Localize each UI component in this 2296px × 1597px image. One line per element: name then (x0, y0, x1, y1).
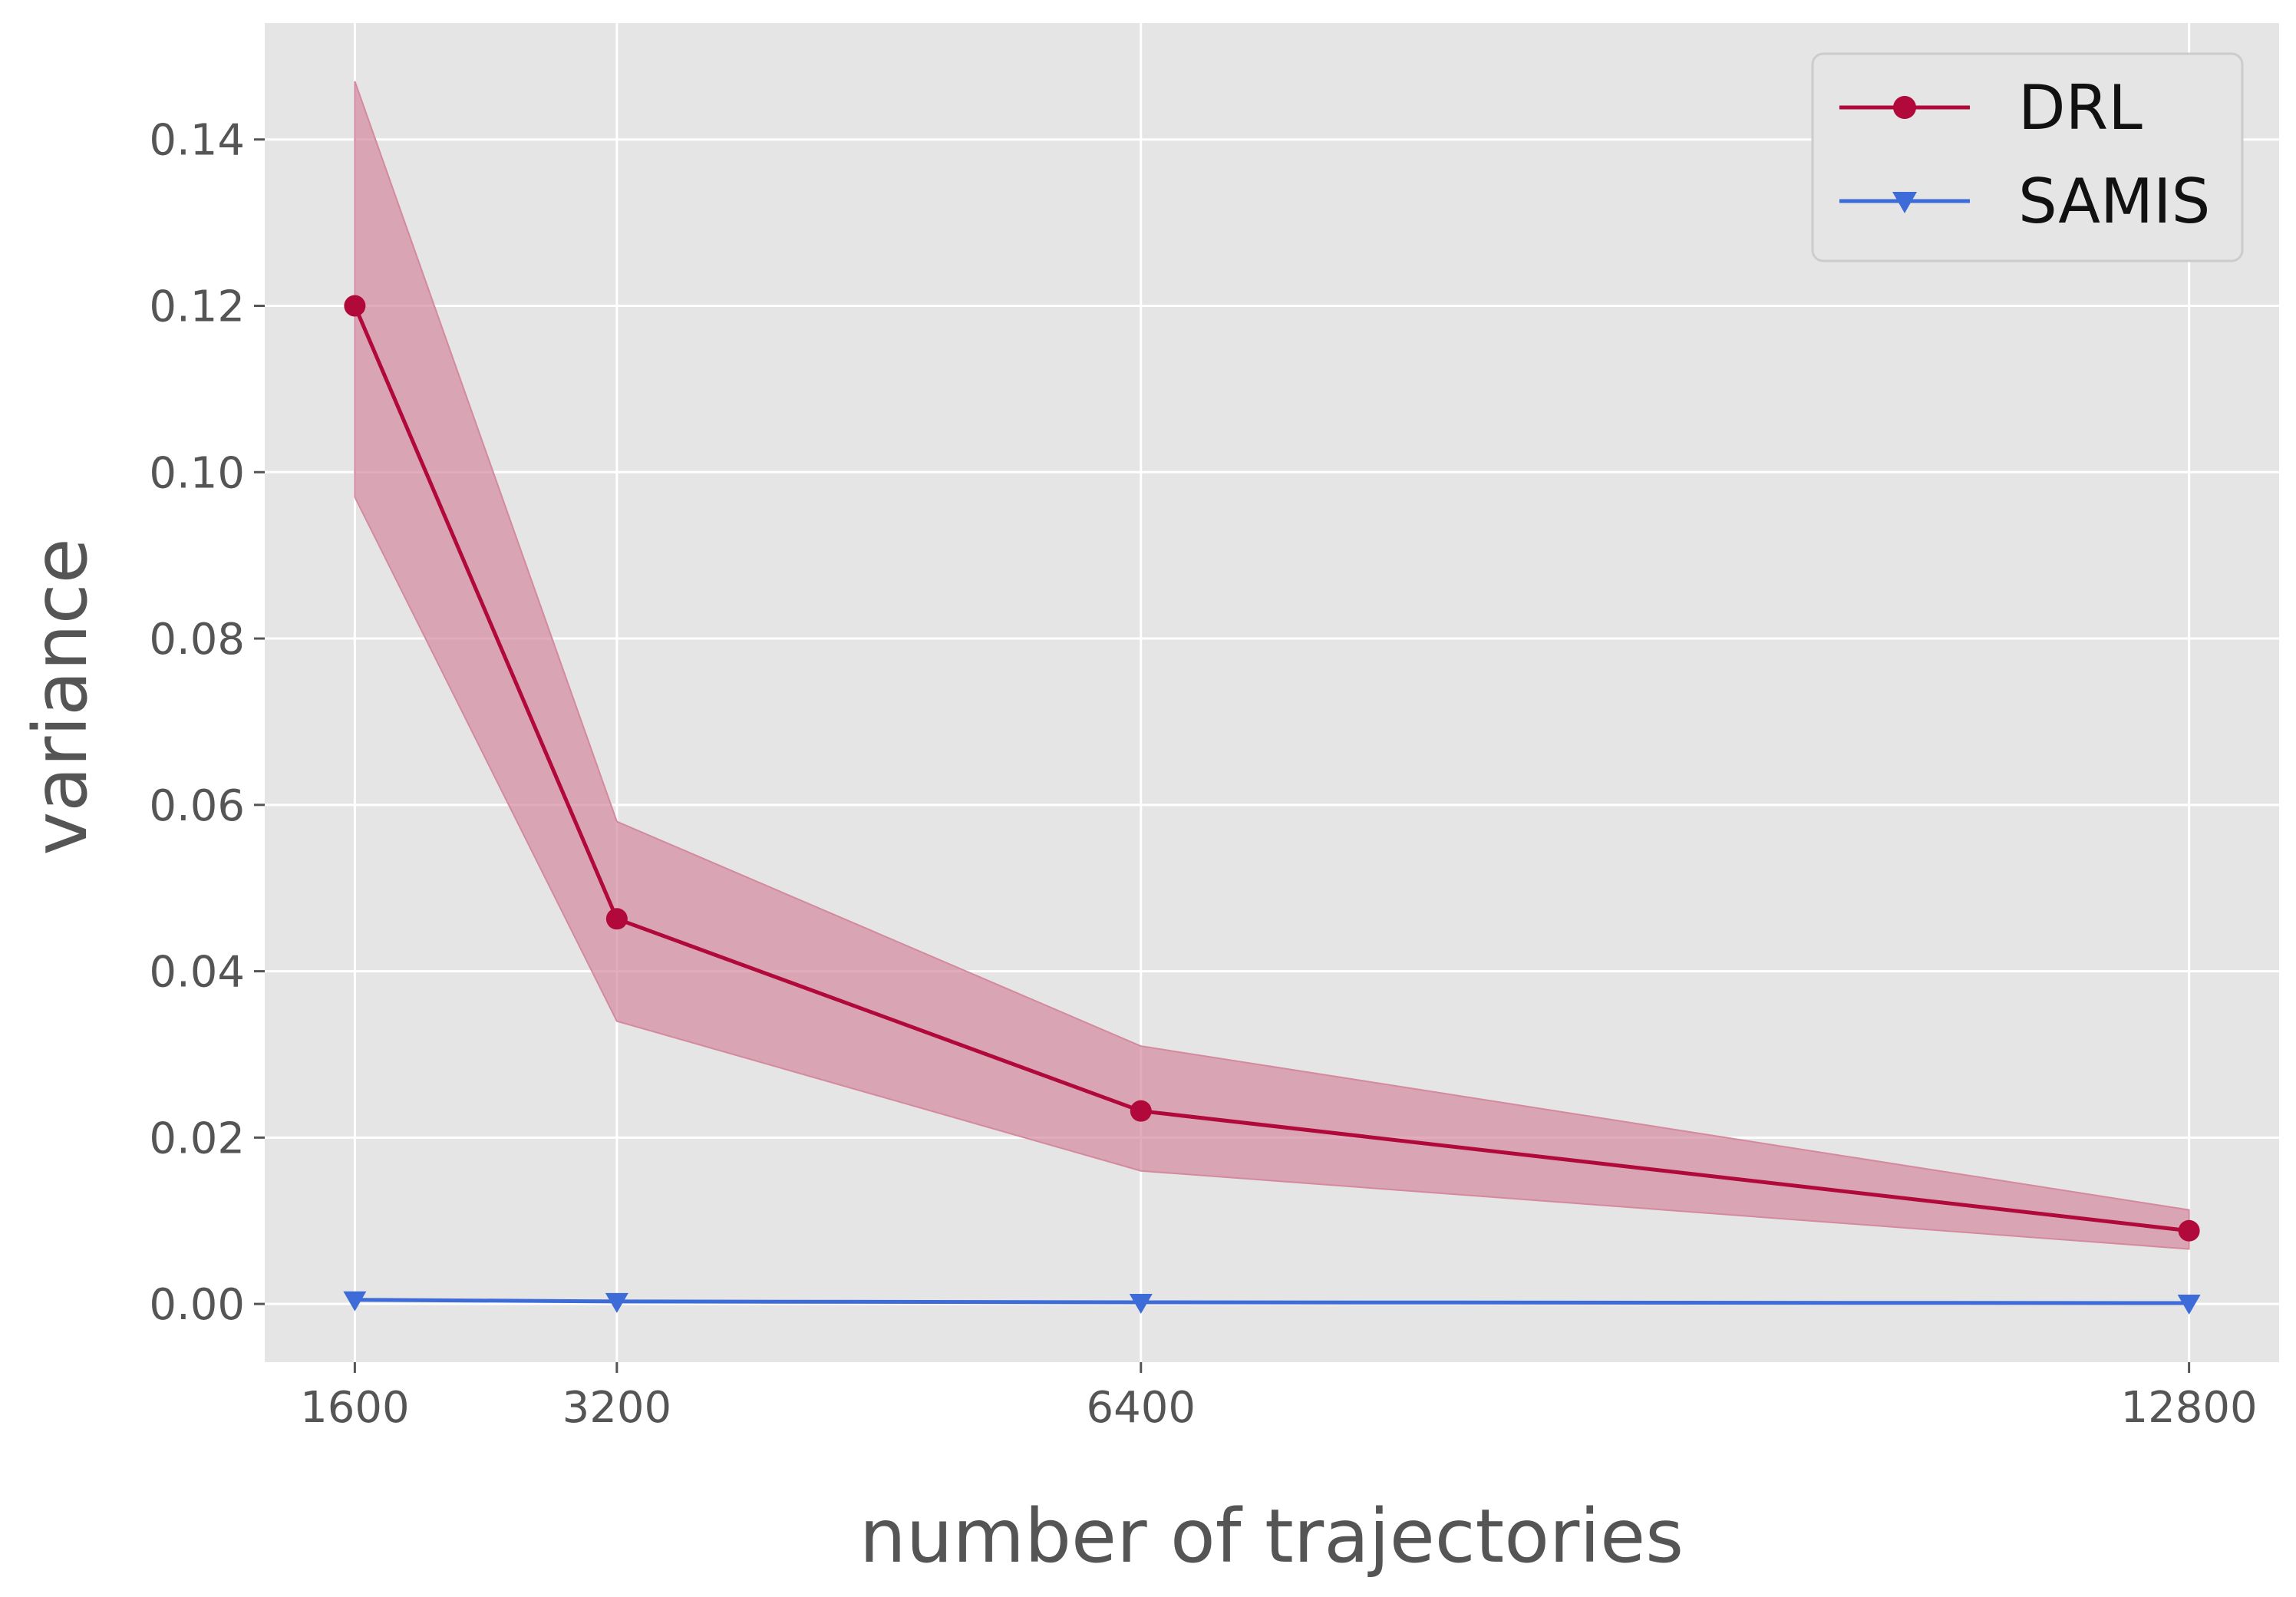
series-markers (343, 295, 2201, 1315)
point-drl (605, 908, 628, 930)
legend-marker-drl (1893, 96, 1916, 119)
y-axis-ticks: 0.00 0.02 0.04 0.06 0.08 0.10 0.12 0.14 (149, 116, 265, 1330)
point-samis (2177, 1295, 2201, 1315)
legend-marker-samis (1892, 192, 1917, 213)
line-drl (353, 305, 2189, 1233)
y-tick-label: 0.02 (149, 1114, 245, 1163)
point-samis (605, 1292, 628, 1313)
line-samis (355, 1298, 2189, 1305)
y-tick-label: 0.14 (149, 116, 245, 166)
x-tick-label: 3200 (562, 1383, 672, 1433)
series-lines (353, 305, 2189, 1305)
point-drl (1130, 1100, 1152, 1122)
y-tick-label: 0.06 (149, 781, 245, 831)
x-tick-label: 12800 (2121, 1383, 2258, 1433)
y-tick-label: 0.00 (149, 1280, 245, 1330)
y-tick-label: 0.04 (149, 948, 245, 998)
confidence-bands (354, 81, 2190, 1250)
y-tick-label: 0.10 (149, 448, 245, 498)
legend: DRL SAMIS (1811, 52, 2244, 262)
legend-label-samis: SAMIS (2018, 166, 2210, 237)
point-drl (344, 295, 366, 317)
x-axis-ticks: 1600 3200 6400 12800 (300, 1362, 2258, 1433)
point-samis (1129, 1293, 1153, 1314)
x-tick-label: 6400 (1087, 1383, 1196, 1433)
y-axis-label: variance (18, 538, 104, 855)
x-axis-label: number of trajectories (859, 1493, 1684, 1579)
y-tick-label: 0.12 (149, 282, 245, 332)
point-samis (343, 1291, 367, 1312)
y-tick-label: 0.08 (149, 615, 245, 665)
legend-label-drl: DRL (2018, 72, 2143, 144)
band-drl (354, 81, 2190, 1250)
x-tick-label: 1600 (300, 1383, 410, 1433)
point-drl (2178, 1219, 2200, 1242)
